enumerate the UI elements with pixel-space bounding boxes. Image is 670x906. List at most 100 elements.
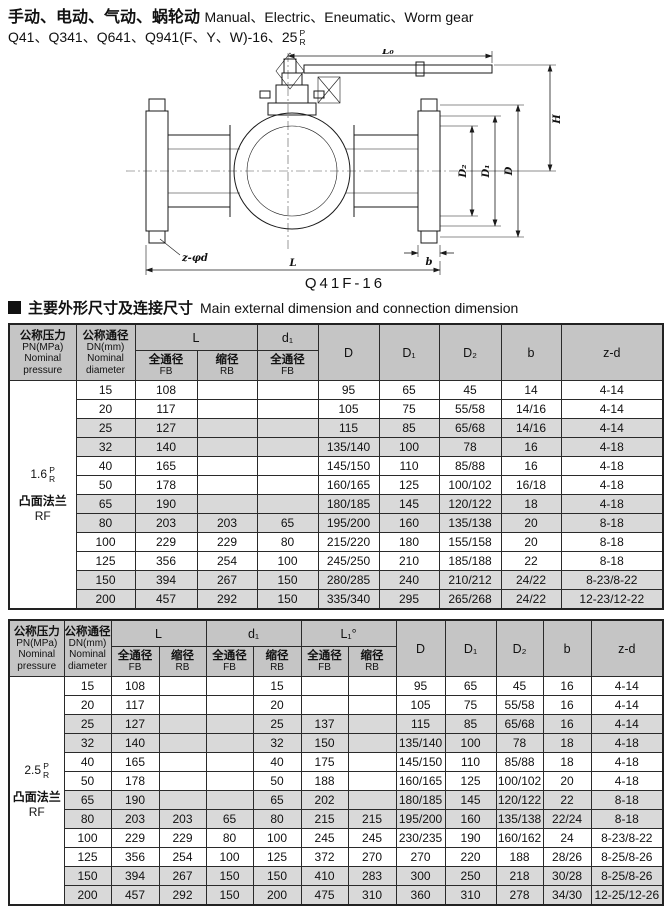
- dimension-cell: 160/165: [395, 771, 446, 792]
- dimension-cell: 372: [300, 847, 349, 868]
- dimension-cell: 8-18: [560, 551, 664, 572]
- valve-outline: [126, 52, 493, 250]
- dimension-cell: 210: [378, 551, 440, 572]
- dimension-cell: 115: [317, 418, 380, 439]
- dimension-cell: 127: [110, 714, 160, 735]
- dimension-cell: 310: [347, 885, 397, 906]
- dim-label-d: D: [504, 167, 515, 177]
- dimension-cell: 32: [63, 733, 112, 754]
- table-row: 1.6 P R 凸面法兰 RF 15 108 95 65 45 14 4-14: [8, 380, 664, 610]
- dimension-cell: 110: [378, 456, 440, 477]
- dimension-cell: 410: [300, 866, 349, 887]
- dimension-cell: [205, 714, 254, 735]
- dim-label-l0: L₀: [381, 49, 394, 57]
- dimension-cell: 165: [134, 456, 198, 477]
- dimension-cell: 202: [300, 790, 349, 811]
- dimension-cell: 188: [300, 771, 349, 792]
- dimension-cell: 115: [395, 714, 446, 735]
- dimension-cell: 150: [256, 589, 319, 610]
- dimension-cell: 292: [196, 589, 258, 610]
- dimension-cell: 135/140: [395, 733, 446, 754]
- dimension-cell: 278: [495, 885, 544, 906]
- dimension-cell: 108: [110, 676, 160, 697]
- page-title: 手动、电动、气动、蜗轮动 Manual、Electric、Eneumatic、W…: [8, 8, 662, 47]
- dimension-cell: 203: [196, 513, 258, 534]
- dimension-cell: [256, 456, 319, 477]
- dimension-cell: 65: [378, 380, 440, 401]
- dimension-cell: 360: [395, 885, 446, 906]
- dimension-cell: 78: [495, 733, 544, 754]
- dimension-cell: 200: [252, 885, 302, 906]
- dimension-cell: [205, 695, 254, 716]
- table-row: 20 117 20 105 75 55/58 16 4-14: [9, 695, 664, 716]
- dimension-cell: 160: [444, 809, 497, 830]
- dimension-cell: 8-18: [560, 532, 664, 553]
- dimension-cell: 65: [444, 676, 497, 697]
- table-row: 65 190 65 202 180/185 145 120/122 22 8-18: [9, 790, 664, 811]
- dimension-cell: 145: [444, 790, 497, 811]
- table-row: 150 394 267 150 150 410 283 300 250 218 30/28 8-25/…: [9, 866, 664, 887]
- dimension-cell: 8-18: [590, 809, 664, 830]
- dimension-cell: [347, 695, 397, 716]
- dimension-cell: 145/150: [395, 752, 446, 773]
- valve-drawing-area: L₀ H D₂ D₁ D: [8, 49, 662, 291]
- dimension-cell: [196, 380, 258, 401]
- dimension-cell: 100: [252, 828, 302, 849]
- dimension-cell: 85/88: [438, 456, 502, 477]
- dimension-cell: 200: [75, 589, 136, 610]
- dimension-cell: 8-25/8-26: [590, 866, 664, 887]
- dimension-cell: [256, 437, 319, 458]
- dimension-cell: 22: [500, 551, 562, 572]
- dimension-cell: 32: [75, 437, 136, 458]
- pressure-class-cell: 2.5 P R 凸面法兰 RF: [8, 676, 65, 906]
- dimension-cell: 125: [444, 771, 497, 792]
- dimension-cell: 200: [63, 885, 112, 906]
- dimension-cell: [196, 399, 258, 420]
- dimension-cell: 65: [252, 790, 302, 811]
- dimension-cell: 8-25/8-26: [590, 847, 664, 868]
- dimension-cell: 65/68: [438, 418, 502, 439]
- dimension-cell: 203: [110, 809, 160, 830]
- dimension-cell: [205, 733, 254, 754]
- dimension-cell: 100: [444, 733, 497, 754]
- dimension-cell: 18: [542, 733, 592, 754]
- dimension-cell: 105: [317, 399, 380, 420]
- dimension-cell: 50: [252, 771, 302, 792]
- dimension-cell: 8-18: [560, 513, 664, 534]
- dimension-cell: 160/162: [495, 828, 544, 849]
- dimension-cell: 229: [196, 532, 258, 553]
- col-header-D1: D₁: [378, 323, 440, 382]
- dimension-cell: 145: [378, 494, 440, 515]
- dimension-cell: 75: [378, 399, 440, 420]
- col-header-D2: D₂: [438, 323, 502, 382]
- table-row: 200 457 292 150 200 475 310 360 310 278 34/30 12-25…: [9, 885, 664, 906]
- dimension-cell: 45: [438, 380, 502, 401]
- table-row: 150 394 267 150 280/285 240 210/212 24/22 8-23/8…: [9, 570, 664, 591]
- dimension-cell: 220: [444, 847, 497, 868]
- dimension-cell: 4-14: [560, 418, 664, 439]
- table-row: 2.5 P R 凸面法兰 RF 15 108 15 95 65 45 16 4-14: [8, 676, 664, 906]
- col-header-pressure: 公称压力 PN(MPa) Nominal pressure: [8, 323, 77, 382]
- col-header-pressure: 公称压力 PN(MPa) Nominal pressure: [8, 619, 65, 678]
- dimension-cell: 100/102: [495, 771, 544, 792]
- dimension-cell: 4-18: [590, 752, 664, 773]
- dimension-cell: 155/158: [438, 532, 502, 553]
- col-header-D2: D₂: [495, 619, 544, 678]
- dimension-cell: [256, 494, 319, 515]
- dimension-cell: [196, 456, 258, 477]
- dimension-cell: 4-18: [590, 771, 664, 792]
- dimension-cell: 267: [158, 866, 207, 887]
- dimension-cell: 100: [75, 532, 136, 553]
- dimension-cell: 80: [75, 513, 136, 534]
- dimension-cell: 270: [347, 847, 397, 868]
- dimension-cell: 283: [347, 866, 397, 887]
- dimension-cell: 210/212: [438, 570, 502, 591]
- title-english: Manual、Electric、Eneumatic、Worm gear: [204, 9, 474, 25]
- dimension-cell: [158, 752, 207, 773]
- col-header-d1: d₁: [205, 619, 302, 648]
- square-bullet-icon: [8, 301, 21, 315]
- dimension-cell: 4-18: [560, 494, 664, 515]
- subheader-full-bore: 全通径 FB: [134, 350, 198, 382]
- dimension-cell: 117: [134, 399, 198, 420]
- dimension-cell: 135/138: [495, 809, 544, 830]
